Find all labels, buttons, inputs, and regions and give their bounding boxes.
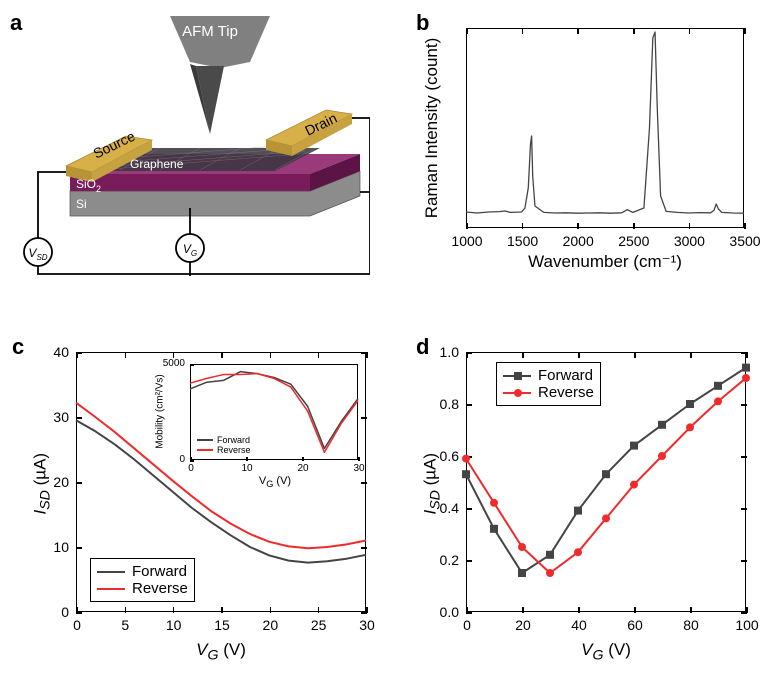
legend-reverse: Reverse xyxy=(132,580,188,597)
device-schematic-svg: AFM Tip Source Drain Graphene SiO2 Si VS… xyxy=(20,16,370,276)
panel-c-xlabel: VG (V) xyxy=(76,640,366,663)
panel-b-raman: b 100015002000250030003500 Wavenumber (c… xyxy=(410,16,750,276)
si-label: Si xyxy=(76,197,87,211)
graphene-label: Graphene xyxy=(130,157,184,171)
panel-b-xlabel: Wavenumber (cm⁻¹) xyxy=(466,252,744,272)
mobility-inset-svg xyxy=(190,364,358,460)
panel-c-ylabel: ISD (µA) xyxy=(30,384,53,584)
panel-d-transfer: d 0204060801000.00.20.40.60.81.0 VG (V) … xyxy=(410,340,760,670)
panel-c-label: c xyxy=(12,334,24,360)
panel-d-xlabel: VG (V) xyxy=(466,640,746,663)
panel-c-transfer: c 051015202530010203040 VG (V) ISD (µA) … xyxy=(20,340,380,670)
panel-a-label: a xyxy=(10,10,22,36)
afm-tip-label: AFM Tip xyxy=(182,23,238,40)
panel-a-schematic: a xyxy=(20,16,370,276)
legend-reverse-d: Reverse xyxy=(538,384,594,401)
panel-d-legend: Forward Reverse xyxy=(496,362,601,406)
panel-d-ylabel: ISD (µA) xyxy=(420,384,443,584)
raman-svg xyxy=(466,28,744,228)
legend-forward: Forward xyxy=(132,563,187,580)
panel-b-ylabel: Raman Intensity (count) xyxy=(422,28,442,228)
legend-forward-d: Forward xyxy=(538,367,593,384)
panel-c-legend: Forward Reverse xyxy=(90,558,195,602)
